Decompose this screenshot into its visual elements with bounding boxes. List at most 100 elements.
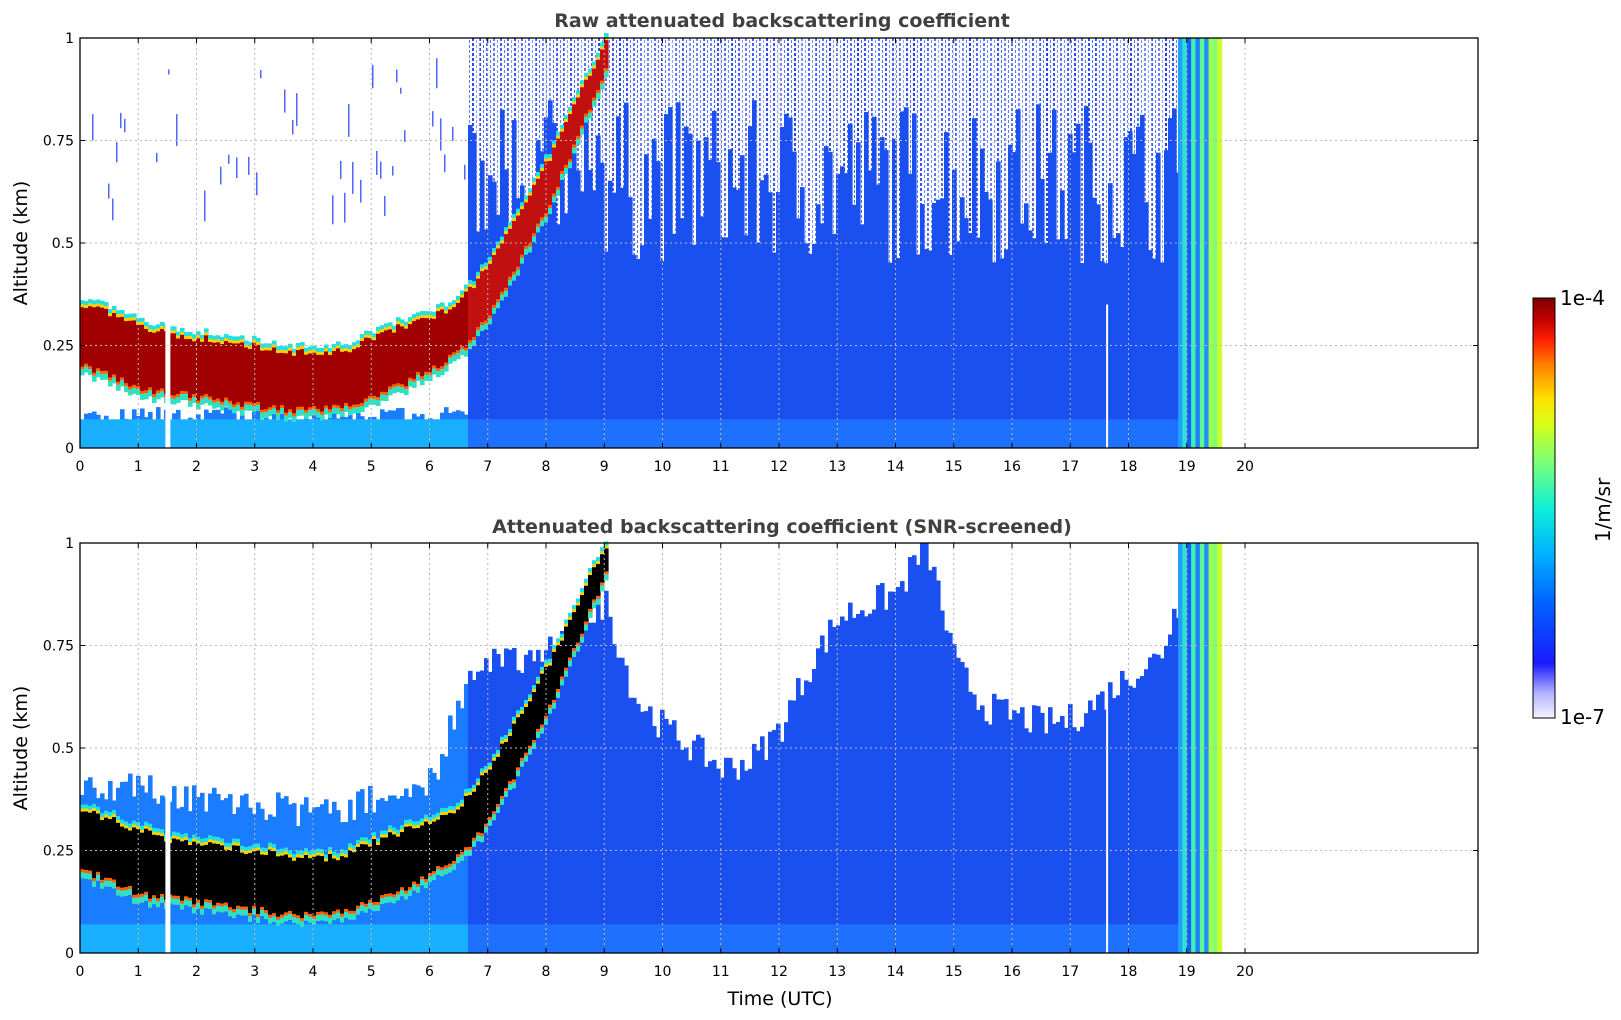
layer-core [552, 147, 557, 195]
background-column [492, 181, 497, 449]
noise-streak [372, 64, 374, 89]
surface-band [444, 924, 449, 953]
noise-column [1012, 38, 1016, 153]
layer-edge [376, 330, 381, 334]
layer-edge [352, 913, 357, 920]
surface-band [80, 924, 85, 953]
background-column [880, 137, 885, 448]
surface-band [1136, 419, 1141, 448]
layer-edge [212, 399, 217, 403]
surface-band [412, 419, 417, 448]
background-column [736, 779, 741, 953]
layer-edge [144, 393, 149, 400]
layer-edge [112, 810, 117, 817]
layer-edge [428, 375, 433, 382]
layer-edge [284, 350, 289, 354]
layer-edge [468, 283, 473, 287]
signal-stripe [1182, 543, 1188, 953]
layer-edge [392, 384, 397, 388]
layer-edge [384, 834, 389, 838]
layer-edge [384, 323, 389, 330]
background-column [784, 722, 789, 953]
surface-band [516, 419, 521, 448]
layer-edge [232, 842, 237, 846]
layer-core [108, 819, 113, 879]
signal-stripe [1199, 38, 1205, 448]
surface-band [888, 924, 893, 953]
layer-core [84, 308, 89, 365]
layer-edge [504, 231, 509, 235]
layer-edge [336, 341, 341, 348]
layer-edge [320, 411, 325, 415]
layer-edge [240, 406, 245, 410]
layer-edge [344, 911, 349, 918]
layer-edge [96, 806, 101, 813]
layer-edge [536, 175, 541, 179]
layer-core [420, 825, 425, 878]
surface-band [368, 924, 373, 953]
layer-edge [268, 407, 273, 411]
layer-edge [124, 314, 129, 321]
layer-edge [592, 100, 597, 107]
background-column [996, 161, 1001, 448]
noise-column [1100, 38, 1104, 262]
layer-edge [188, 332, 193, 339]
background-column [772, 252, 777, 448]
surface-band [284, 419, 289, 448]
layer-core [364, 337, 369, 400]
layer-edge [336, 853, 341, 860]
signal-stripe [1199, 543, 1205, 953]
layer-edge [420, 876, 425, 880]
layer-core [488, 769, 493, 818]
layer-core [336, 860, 341, 911]
background-column [604, 251, 609, 448]
surface-band [640, 419, 645, 448]
layer-edge [400, 829, 405, 833]
layer-edge [120, 309, 125, 316]
layer-edge [160, 829, 165, 836]
layer-edge [104, 814, 109, 818]
layer-edge [364, 903, 369, 907]
layer-edge [348, 847, 353, 851]
surface-band [260, 419, 265, 448]
surface-band [1012, 924, 1017, 953]
layer-core [464, 796, 469, 849]
layer-edge [144, 825, 149, 829]
layer-edge [184, 332, 189, 339]
surface-band [1100, 419, 1105, 448]
layer-edge [528, 188, 533, 195]
layer-edge [160, 893, 165, 897]
noise-column [488, 38, 492, 176]
surface-band [668, 924, 673, 953]
layer-edge [172, 831, 177, 838]
layer-edge [444, 365, 449, 372]
surface-band [812, 924, 817, 953]
layer-edge [176, 836, 181, 840]
x-tick-label: 3 [250, 459, 259, 475]
layer-edge [172, 395, 177, 399]
layer-edge [408, 890, 413, 897]
noise-streak [108, 183, 110, 199]
noise-streak [384, 195, 386, 216]
layer-edge [88, 369, 93, 376]
layer-edge [360, 837, 365, 844]
noise-column [996, 38, 1000, 162]
surface-band [192, 419, 197, 448]
surface-band [864, 419, 869, 448]
noise-column [768, 38, 772, 193]
layer-edge [452, 304, 457, 308]
surface-band [1096, 924, 1101, 953]
surface-band [472, 419, 477, 448]
layer-core [108, 316, 113, 379]
background-column [744, 770, 749, 953]
background-column [1004, 699, 1009, 953]
layer-edge [184, 336, 189, 340]
surface-band [728, 924, 733, 953]
layer-edge [100, 817, 105, 821]
layer-edge [144, 322, 149, 329]
background-column [988, 199, 993, 448]
background-column [1116, 233, 1121, 448]
layer-core [416, 828, 421, 885]
layer-edge [496, 803, 501, 807]
noise-column [584, 38, 588, 104]
